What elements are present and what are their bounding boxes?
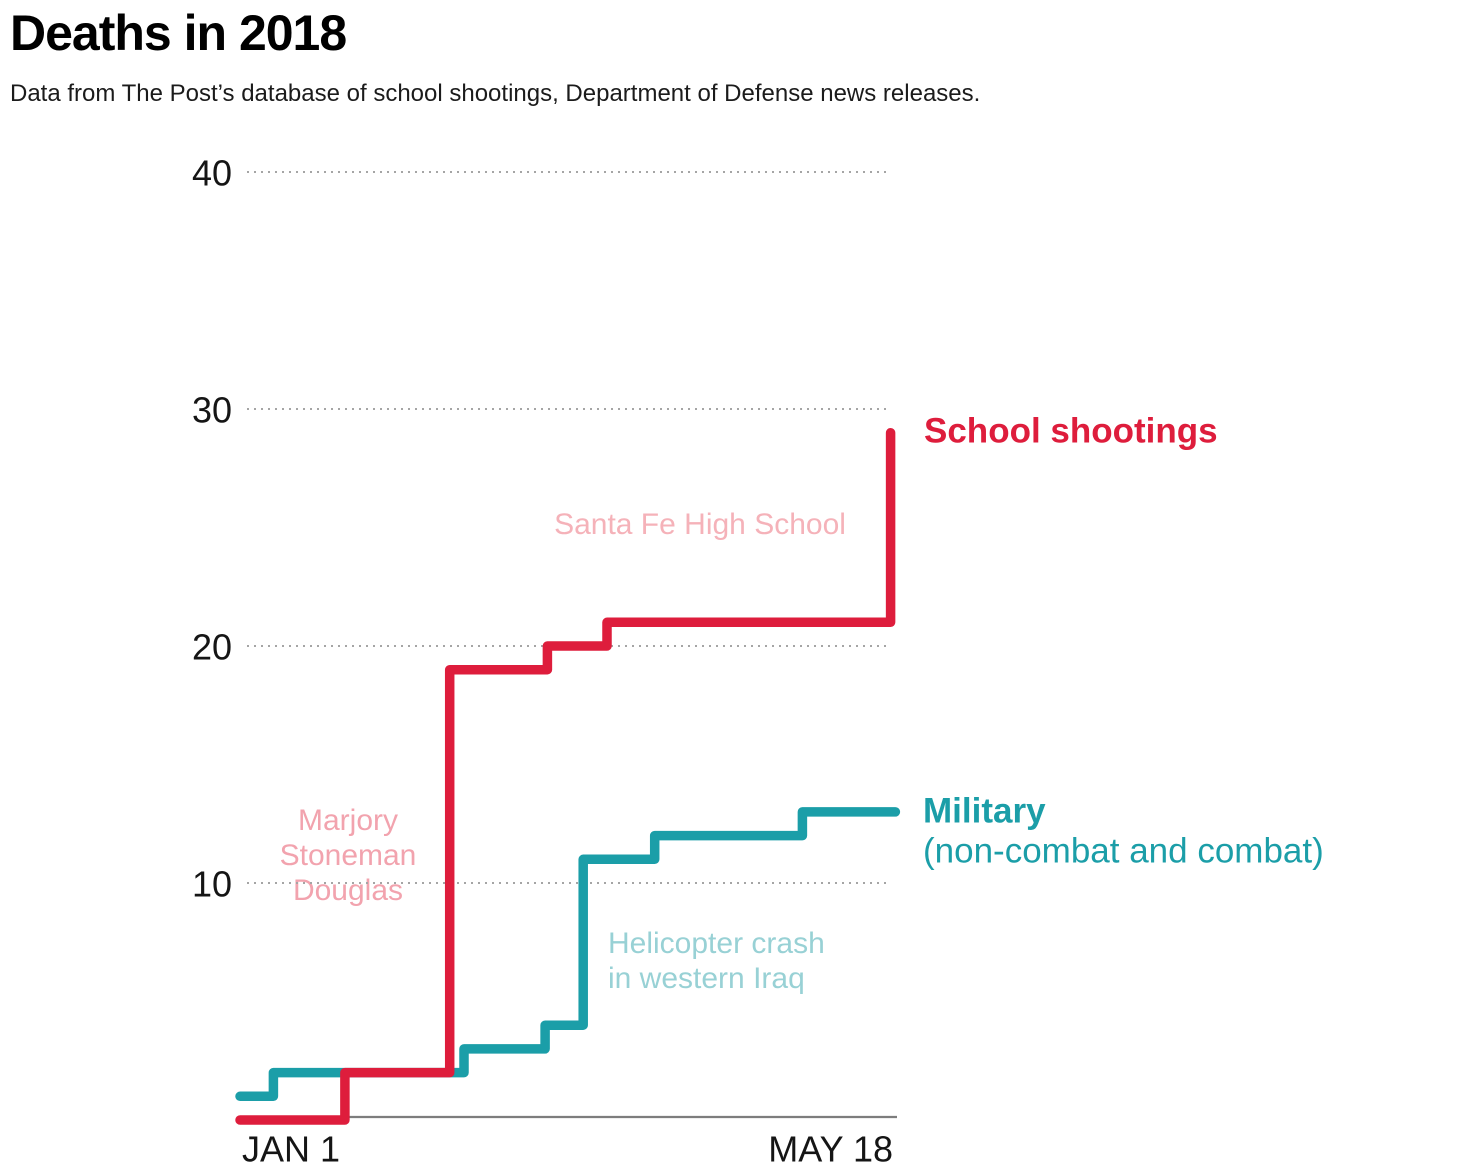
- ytick-label-10: 10: [192, 864, 232, 905]
- ytick-label-30: 30: [192, 390, 232, 431]
- annotation-marjory: Marjory Stoneman Douglas: [280, 804, 417, 907]
- ytick-label-20: 20: [192, 627, 232, 668]
- ytick-label-40: 40: [192, 153, 232, 194]
- school-shootings-label: School shootings: [924, 412, 1218, 451]
- series-line-military: [235, 807, 901, 1102]
- xtick-label-jan-1: JAN 1: [242, 1129, 340, 1170]
- chart-subtitle: Data from The Post’s database of school …: [10, 80, 981, 107]
- annotation-santa-fe: Santa Fe High School: [554, 508, 846, 541]
- military-label: Military: [923, 792, 1046, 831]
- chart-title: Deaths in 2018: [10, 5, 347, 61]
- annotation-helicopter: Helicopter crash in western Iraq: [608, 927, 825, 995]
- series-line-school-shootings: [235, 427, 896, 1125]
- military-sublabel: (non-combat and combat): [923, 832, 1324, 871]
- xtick-label-may-18: MAY 18: [768, 1129, 893, 1170]
